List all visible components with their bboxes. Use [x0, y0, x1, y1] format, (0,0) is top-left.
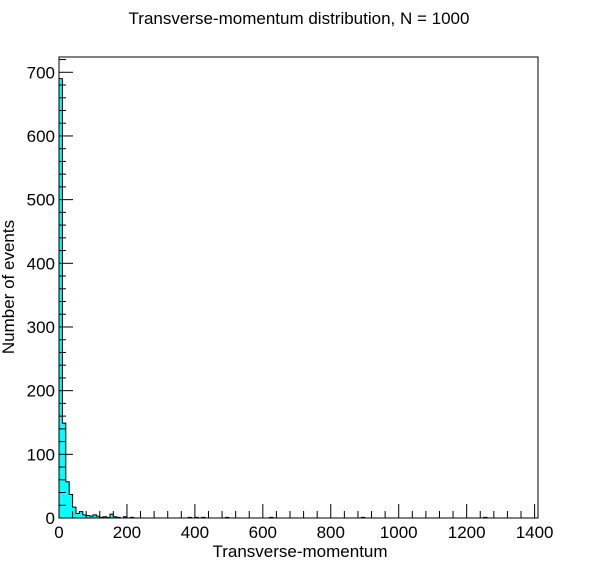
histogram-bar	[65, 481, 70, 518]
x-axis: 0 200 400 600 800 1000 1200 1400	[54, 504, 554, 542]
histogram-bar	[79, 511, 83, 518]
histogram-bar	[92, 514, 97, 518]
x-tick-label: 400	[181, 523, 209, 542]
x-axis-label: Transverse-momentum	[212, 542, 387, 561]
histogram-bar	[62, 423, 66, 518]
y-axis: 0 100 200 300 400 500 600 700	[27, 59, 73, 528]
histogram-bar	[75, 513, 80, 518]
histogram-bar	[69, 494, 73, 518]
x-tick-label: 600	[249, 523, 277, 542]
x-tick-label: 0	[54, 523, 63, 542]
histogram-bar	[86, 515, 90, 518]
histogram-bar	[113, 516, 117, 518]
histogram-bar	[96, 516, 100, 518]
histogram-bar	[123, 516, 127, 518]
y-tick-label: 500	[27, 191, 55, 210]
histogram-bar	[72, 507, 76, 518]
histogram-bar	[109, 514, 114, 518]
y-tick-label: 100	[27, 445, 55, 464]
x-tick-label: 1400	[516, 523, 554, 542]
x-tick-label: 1000	[380, 523, 418, 542]
y-tick-label: 600	[27, 127, 55, 146]
y-tick-label: 300	[27, 318, 55, 337]
y-tick-label: 700	[27, 63, 55, 82]
x-tick-label: 1200	[448, 523, 486, 542]
y-tick-label: 200	[27, 382, 55, 401]
x-tick-label: 800	[317, 523, 345, 542]
y-tick-label: 0	[46, 509, 55, 528]
x-tick-label: 200	[113, 523, 141, 542]
histogram-bar	[103, 516, 107, 518]
histogram-bar	[82, 514, 87, 518]
chart-title: Transverse-momentum distribution, N = 10…	[129, 9, 470, 28]
y-axis-label: Number of events	[0, 220, 18, 354]
histogram-bars	[58, 78, 488, 518]
histogram-bar	[89, 516, 93, 518]
y-tick-label: 400	[27, 254, 55, 273]
histogram-bar	[59, 78, 63, 518]
plot-frame	[58, 56, 539, 519]
histogram-outline	[58, 78, 488, 518]
